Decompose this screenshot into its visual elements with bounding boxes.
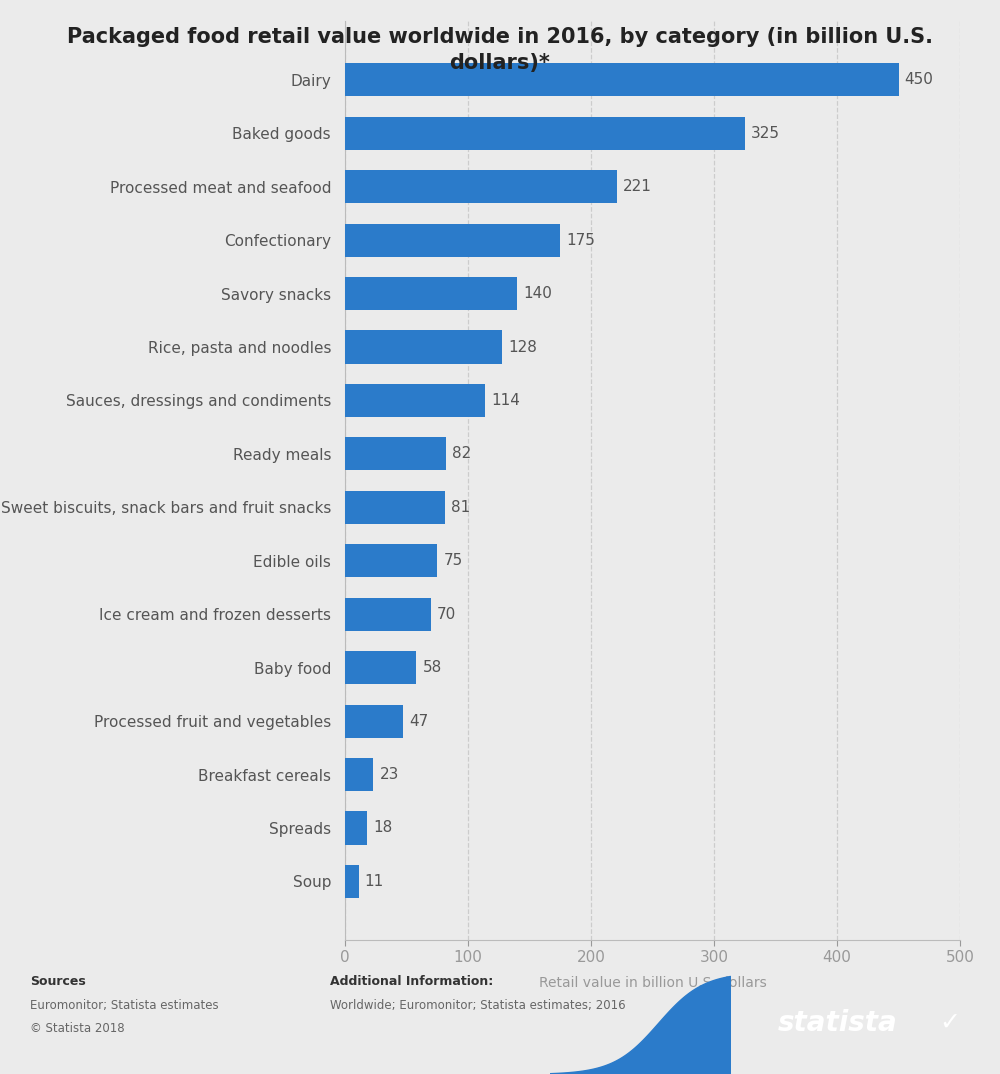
Bar bbox=[345, 812, 367, 844]
Bar bbox=[345, 705, 403, 738]
Text: 175: 175 bbox=[566, 233, 595, 248]
Text: 325: 325 bbox=[751, 126, 780, 141]
Text: Euromonitor; Statista estimates: Euromonitor; Statista estimates bbox=[30, 999, 219, 1012]
Text: 450: 450 bbox=[905, 72, 934, 87]
Text: 47: 47 bbox=[409, 713, 428, 728]
Text: 70: 70 bbox=[437, 607, 456, 622]
Bar bbox=[345, 491, 445, 524]
Text: 18: 18 bbox=[373, 821, 393, 836]
Bar bbox=[345, 651, 416, 684]
Text: 23: 23 bbox=[379, 767, 399, 782]
Bar bbox=[345, 277, 517, 310]
Text: 58: 58 bbox=[422, 661, 442, 676]
Text: Packaged food retail value worldwide in 2016, by category (in billion U.S.
dolla: Packaged food retail value worldwide in … bbox=[67, 27, 933, 73]
Text: Worldwide; Euromonitor; Statista estimates; 2016: Worldwide; Euromonitor; Statista estimat… bbox=[330, 999, 626, 1012]
Bar bbox=[345, 331, 502, 364]
Bar bbox=[345, 170, 617, 203]
Text: Additional Information:: Additional Information: bbox=[330, 975, 493, 988]
Text: 221: 221 bbox=[623, 179, 652, 194]
Text: 75: 75 bbox=[443, 553, 463, 568]
Bar bbox=[345, 865, 359, 898]
Bar bbox=[345, 758, 373, 792]
Text: 81: 81 bbox=[451, 499, 470, 514]
Text: 11: 11 bbox=[365, 874, 384, 889]
Bar bbox=[345, 383, 485, 417]
X-axis label: Retail value in billion U.S. dollars: Retail value in billion U.S. dollars bbox=[539, 976, 766, 990]
Bar bbox=[345, 545, 437, 578]
Text: 114: 114 bbox=[491, 393, 520, 408]
Bar bbox=[345, 223, 560, 257]
Text: Sources: Sources bbox=[30, 975, 86, 988]
Text: 128: 128 bbox=[509, 339, 537, 354]
Bar bbox=[345, 437, 446, 470]
Bar bbox=[345, 63, 898, 97]
Bar bbox=[345, 117, 745, 149]
Bar bbox=[345, 597, 431, 630]
Text: 82: 82 bbox=[452, 447, 471, 462]
Text: 140: 140 bbox=[523, 286, 552, 301]
Text: statista: statista bbox=[778, 1008, 897, 1037]
Text: © Statista 2018: © Statista 2018 bbox=[30, 1022, 125, 1035]
Text: ✓: ✓ bbox=[939, 1011, 960, 1035]
